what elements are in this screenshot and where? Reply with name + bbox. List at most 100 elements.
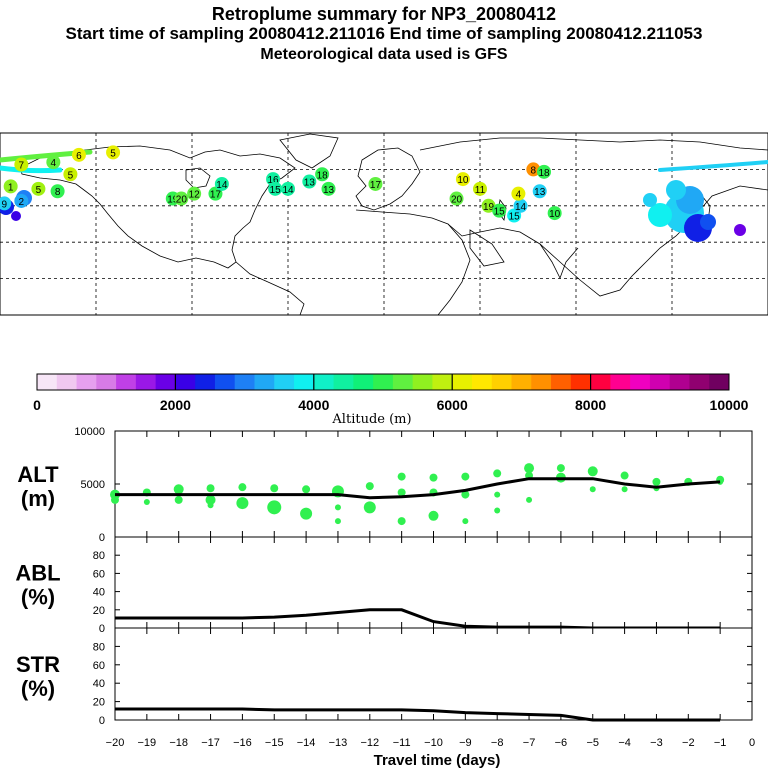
altitude-scatter-point bbox=[556, 464, 565, 473]
plume-centroid-marker bbox=[511, 186, 526, 201]
x-tick-label: −16 bbox=[233, 737, 252, 749]
map-gridlines bbox=[0, 133, 768, 315]
series-line bbox=[115, 707, 721, 722]
x-tick-label: −5 bbox=[586, 737, 599, 749]
plume-day-label: 7 bbox=[19, 161, 25, 172]
plume-blob bbox=[734, 224, 746, 236]
altitude-scatter-point bbox=[397, 488, 406, 497]
panel-frame bbox=[114, 627, 753, 721]
plume-day-label: 11 bbox=[475, 185, 486, 196]
plume-day-label: 15 bbox=[270, 185, 282, 196]
colorbar-swatch bbox=[76, 374, 97, 390]
colorbar-frame bbox=[36, 373, 730, 391]
x-tick-label: −8 bbox=[491, 737, 504, 749]
colorbar-swatch bbox=[649, 374, 671, 390]
x-tick-label: −15 bbox=[265, 737, 284, 749]
plume-day-label: 13 bbox=[304, 178, 316, 189]
plume-day-label: 15 bbox=[494, 207, 506, 218]
colorbar-swatch bbox=[373, 374, 394, 390]
altitude-scatter-point bbox=[397, 472, 406, 481]
panel-frame bbox=[114, 536, 753, 629]
plume-centroid-marker bbox=[14, 193, 29, 208]
plume-centroid-marker bbox=[187, 186, 202, 201]
coast-greenland bbox=[279, 133, 339, 169]
altitude-scatter-point bbox=[493, 469, 502, 478]
colorbar-tick-label: 10000 bbox=[710, 397, 749, 413]
plume-day-label: 15 bbox=[509, 212, 521, 223]
plume-day-label: 5 bbox=[36, 185, 42, 196]
plume-centroid-marker bbox=[455, 172, 470, 187]
colorbar-swatch bbox=[155, 374, 176, 390]
altitude-scatter-point bbox=[111, 495, 119, 504]
altitude-scatter-point bbox=[462, 518, 469, 525]
coast-arabia bbox=[469, 229, 505, 267]
x-tick-label: −4 bbox=[618, 737, 631, 749]
colorbar-swatch bbox=[333, 374, 354, 390]
y-axis-label: ALT bbox=[17, 462, 59, 487]
plume-blob bbox=[700, 214, 716, 230]
y-tick-label: 40 bbox=[93, 587, 105, 599]
plume-centroid-marker bbox=[321, 181, 336, 196]
colorbar-tick-label: 8000 bbox=[575, 397, 606, 413]
colorbar-swatch bbox=[630, 374, 651, 390]
altitude-scatter-point bbox=[461, 490, 470, 499]
plume-day-label: 17 bbox=[370, 180, 382, 191]
altitude-scatter-point bbox=[526, 496, 533, 503]
altitude-scatter-point bbox=[207, 502, 214, 509]
plume-blob bbox=[11, 211, 21, 221]
colorbar-tick-label: 2000 bbox=[160, 397, 191, 413]
met-data-note: Meteorological data used is GFS bbox=[260, 46, 508, 63]
plume-centroid-marker bbox=[0, 196, 12, 211]
colorbar-swatch bbox=[531, 374, 552, 390]
altitude-scatter-point bbox=[461, 472, 470, 481]
colorbar-swatch bbox=[412, 374, 433, 390]
plume-streak bbox=[0, 165, 63, 174]
x-tick-label: −1 bbox=[714, 737, 727, 749]
x-tick-label: −19 bbox=[138, 737, 157, 749]
colorbar-swatch bbox=[96, 374, 117, 390]
y-tick-label: 60 bbox=[93, 660, 105, 672]
plume-blob bbox=[643, 193, 657, 207]
plume-centroid-marker bbox=[513, 198, 528, 213]
colorbar-swatch bbox=[610, 374, 631, 390]
plume-centroid-marker bbox=[214, 176, 229, 191]
plume-day-label: 8 bbox=[531, 165, 537, 176]
altitude-scatter-point bbox=[524, 463, 535, 474]
plume-centroid-marker bbox=[368, 176, 383, 191]
altitude-scatter-point bbox=[302, 485, 311, 494]
colorbar-swatch bbox=[175, 374, 196, 390]
plume-centroid-marker bbox=[63, 167, 78, 182]
plume-blob bbox=[666, 180, 686, 200]
y-tick-label: 80 bbox=[93, 641, 105, 653]
y-tick-label: 80 bbox=[93, 550, 105, 562]
y-axis-unit: (%) bbox=[21, 676, 55, 701]
x-tick-label: −3 bbox=[650, 737, 663, 749]
plume-day-label: 5 bbox=[110, 148, 116, 159]
plume-day-label: 10 bbox=[457, 175, 469, 186]
y-axis-label: STR bbox=[16, 652, 60, 677]
plume-centroid-marker bbox=[449, 191, 464, 206]
plume-streak bbox=[658, 160, 768, 172]
altitude-scatter-point bbox=[494, 507, 501, 514]
x-tick-label: −13 bbox=[329, 737, 348, 749]
plume-day-label: 2 bbox=[19, 197, 25, 208]
plume-day-label: 4 bbox=[51, 158, 57, 169]
x-axis-label: Travel time (days) bbox=[374, 752, 501, 768]
colorbar-swatch bbox=[195, 374, 216, 390]
plume-day-label: 18 bbox=[538, 168, 550, 179]
plume-centroid-marker bbox=[14, 157, 29, 172]
altitude-scatter-point bbox=[334, 518, 341, 525]
plume-centroid-marker bbox=[3, 179, 18, 194]
x-tick-label: −11 bbox=[393, 737, 411, 749]
colorbar-swatch bbox=[56, 374, 78, 390]
plume-centroid-marker bbox=[526, 162, 541, 177]
colorbar-swatch bbox=[570, 374, 592, 390]
coast-hudson-bay bbox=[185, 167, 211, 189]
x-tick-label: −14 bbox=[297, 737, 316, 749]
plume-centroid-marker bbox=[174, 191, 189, 206]
plume-day-label: 14 bbox=[282, 185, 294, 196]
coast-africa bbox=[355, 209, 471, 316]
colorbar-swatch bbox=[214, 374, 236, 390]
